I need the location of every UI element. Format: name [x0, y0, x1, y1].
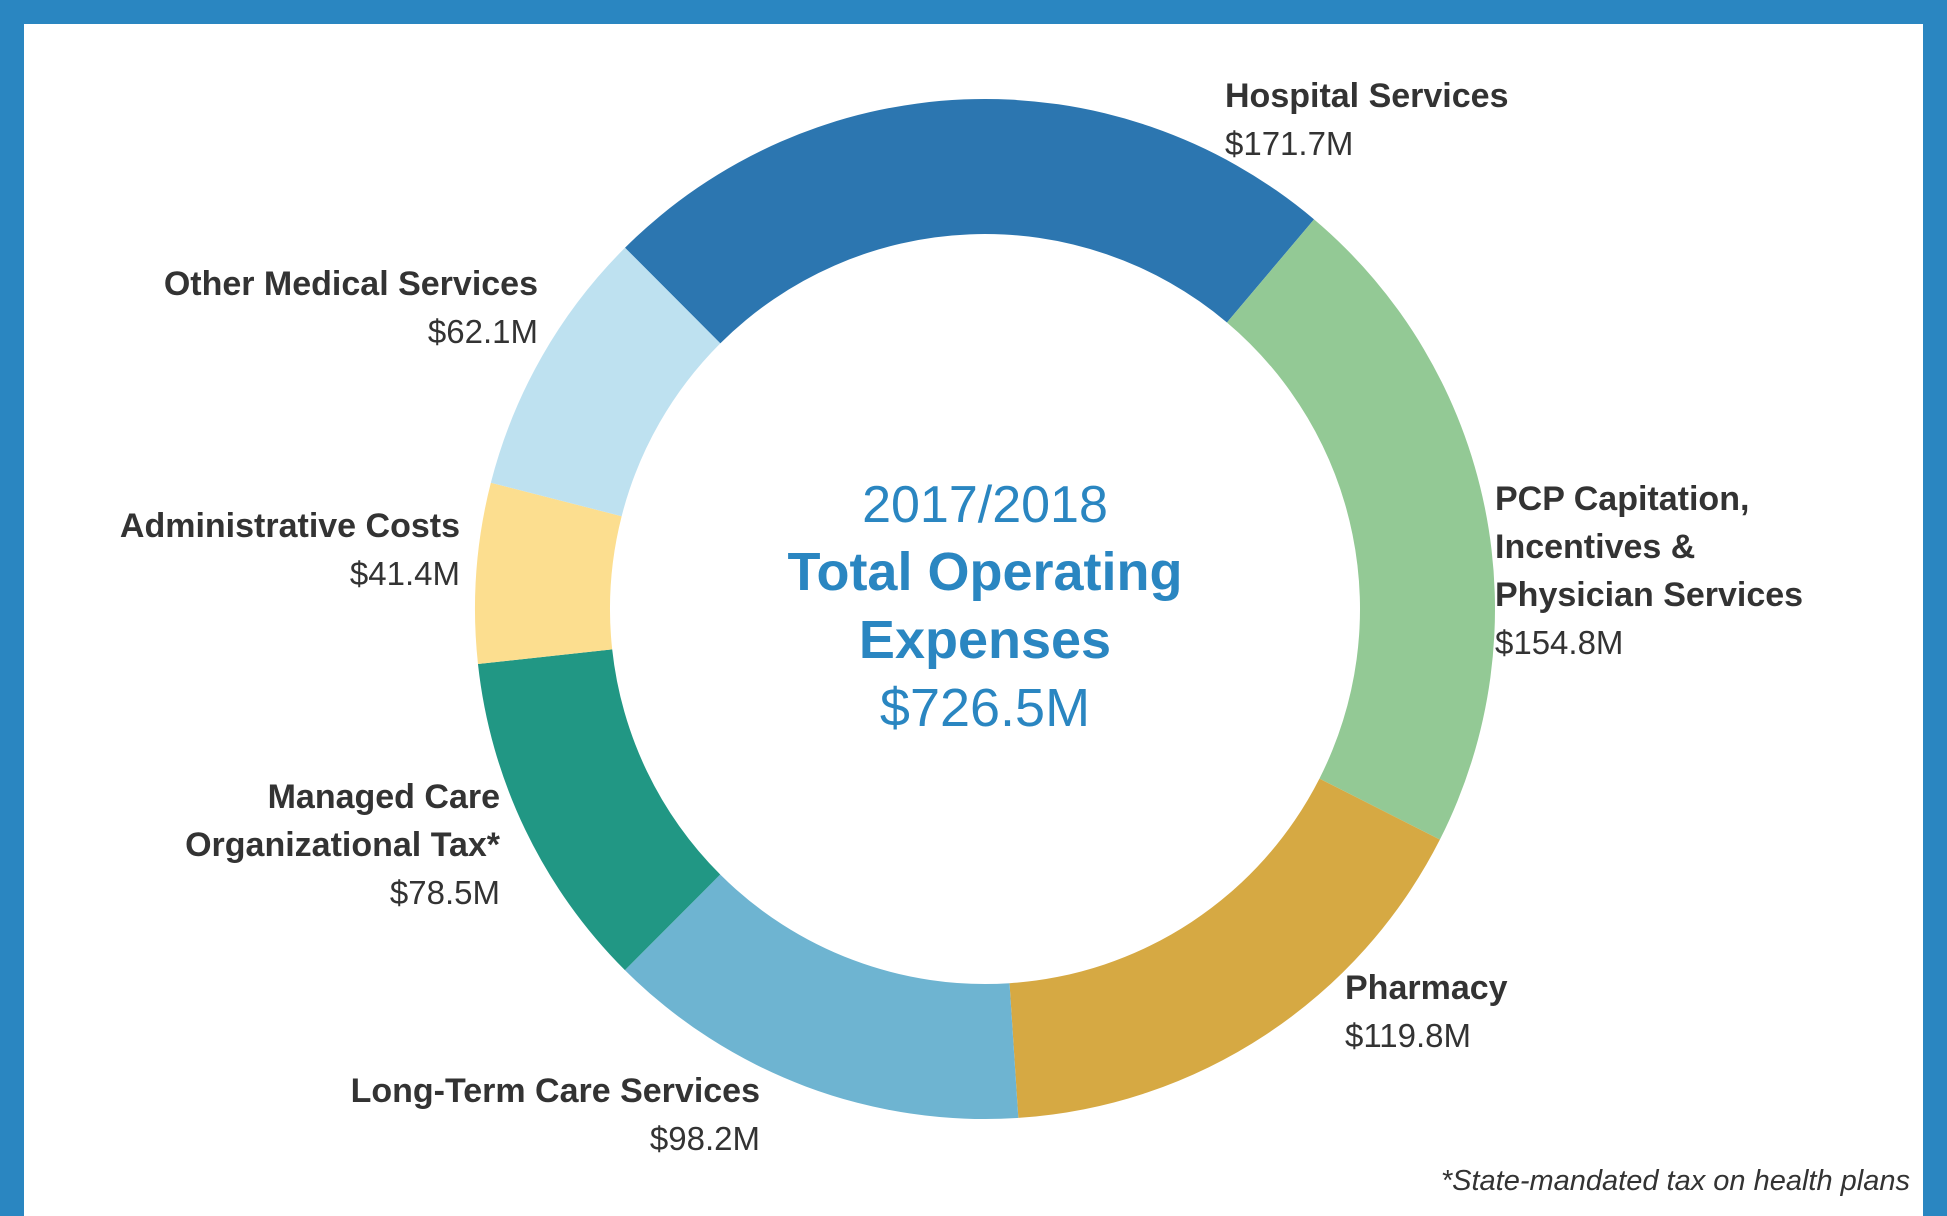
label-other-medical-services-line1: Other Medical Services [164, 265, 538, 303]
label-managed-care-tax-line2: Organizational Tax* [185, 826, 501, 864]
center-title-line2: Expenses [859, 610, 1111, 670]
value-managed-care-tax: $78.5M [390, 874, 500, 911]
value-pcp-capitation: $154.8M [1495, 624, 1623, 661]
label-pcp-capitation-line2: Incentives & [1495, 528, 1695, 566]
label-pcp-capitation-line3: Physician Services [1495, 576, 1803, 614]
center-total: $726.5M [880, 678, 1090, 738]
label-managed-care-tax-line1: Managed Care [268, 778, 500, 816]
slice-long-term-care [624, 874, 1019, 1119]
label-hospital-services-line1: Hospital Services [1225, 77, 1508, 115]
slice-labels: Hospital Services $171.7M PCP Capitation, I… [120, 77, 1803, 1157]
value-pharmacy: $119.8M [1345, 1017, 1471, 1054]
label-long-term-care-line1: Long-Term Care Services [351, 1072, 760, 1110]
slice-pcp-capitation [1226, 219, 1496, 840]
slice-other-medical-services [490, 247, 721, 517]
slice-managed-care-tax [477, 649, 721, 971]
label-administrative-costs-line1: Administrative Costs [120, 507, 460, 545]
label-pcp-capitation-line1: PCP Capitation, [1495, 480, 1749, 518]
donut-slices [475, 99, 1496, 1119]
slice-administrative-costs [475, 482, 622, 664]
value-hospital-services: $171.7M [1225, 125, 1353, 162]
value-administrative-costs: $41.4M [350, 555, 460, 592]
center-title-line1: Total Operating [787, 542, 1182, 602]
slice-hospital-services [625, 99, 1315, 344]
center-year: 2017/2018 [862, 476, 1108, 534]
value-long-term-care: $98.2M [650, 1120, 760, 1157]
slice-pharmacy [1009, 778, 1440, 1118]
footnote: *State-mandated tax on health plans [1441, 1165, 1910, 1197]
label-pharmacy-line1: Pharmacy [1345, 969, 1508, 1007]
value-other-medical-services: $62.1M [428, 313, 538, 350]
